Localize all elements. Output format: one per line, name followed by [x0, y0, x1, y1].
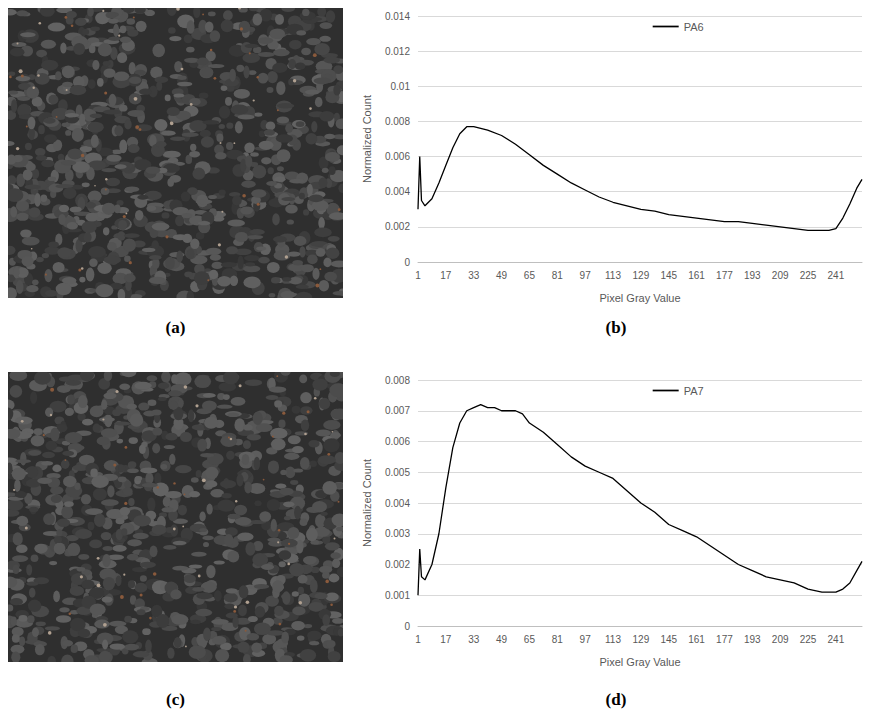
svg-text:81: 81 [552, 634, 564, 645]
html-text:(c): (c) [166, 690, 185, 709]
svg-text:161: 161 [688, 270, 705, 281]
svg-text:0.007: 0.007 [385, 405, 410, 416]
svg-text:0: 0 [404, 257, 410, 268]
svg-text:PA7: PA7 [684, 385, 704, 397]
svg-text:Normalized Count: Normalized Count [361, 459, 373, 547]
svg-text:0.006: 0.006 [385, 436, 410, 447]
svg-text:177: 177 [716, 634, 733, 645]
svg-text:1: 1 [415, 270, 421, 281]
svg-text:Normalized Count: Normalized Count [361, 95, 373, 183]
svg-text:65: 65 [524, 270, 536, 281]
svg-text:145: 145 [660, 634, 677, 645]
svg-text:0.008: 0.008 [385, 375, 410, 386]
svg-text:65: 65 [524, 634, 536, 645]
svg-text:49: 49 [496, 270, 508, 281]
svg-text:145: 145 [660, 270, 677, 281]
svg-text:0.002: 0.002 [385, 559, 410, 570]
svg-text:17: 17 [440, 270, 452, 281]
svg-text:97: 97 [580, 634, 592, 645]
svg-text:PA6: PA6 [684, 21, 704, 33]
svg-text:33: 33 [468, 634, 480, 645]
svg-text:209: 209 [772, 634, 789, 645]
svg-text:0.004: 0.004 [385, 186, 410, 197]
svg-text:0.014: 0.014 [385, 11, 410, 22]
svg-text:49: 49 [496, 634, 508, 645]
svg-text:177: 177 [716, 270, 733, 281]
svg-text:209: 209 [772, 270, 789, 281]
svg-text:0.012: 0.012 [385, 46, 410, 57]
svg-text:Pixel Gray Value: Pixel Gray Value [599, 656, 680, 668]
svg-text:81: 81 [552, 270, 564, 281]
svg-text:129: 129 [633, 270, 650, 281]
html-text:(a): (a) [165, 318, 186, 337]
svg-text:113: 113 [605, 270, 621, 281]
svg-text:161: 161 [688, 634, 705, 645]
svg-text:0.008: 0.008 [385, 116, 410, 127]
html-text:(b): (b) [605, 318, 627, 337]
svg-text:0.003: 0.003 [385, 528, 410, 539]
svg-text:225: 225 [800, 634, 817, 645]
svg-text:225: 225 [800, 270, 817, 281]
svg-text:0.01: 0.01 [391, 81, 411, 92]
svg-text:17: 17 [440, 634, 452, 645]
svg-text:1: 1 [415, 634, 421, 645]
svg-text:193: 193 [744, 634, 761, 645]
svg-text:97: 97 [580, 270, 592, 281]
svg-text:0.006: 0.006 [385, 151, 410, 162]
svg-text:33: 33 [468, 270, 480, 281]
svg-text:0.002: 0.002 [385, 221, 410, 232]
html-text:(d): (d) [605, 690, 627, 709]
svg-text:0.001: 0.001 [385, 590, 410, 601]
svg-text:113: 113 [605, 634, 621, 645]
svg-text:193: 193 [744, 270, 761, 281]
svg-text:241: 241 [828, 270, 845, 281]
svg-text:0.004: 0.004 [385, 498, 410, 509]
svg-text:129: 129 [633, 634, 650, 645]
svg-text:Pixel Gray Value: Pixel Gray Value [599, 292, 680, 304]
svg-text:0: 0 [404, 621, 410, 632]
svg-text:0.005: 0.005 [385, 467, 410, 478]
svg-text:241: 241 [828, 634, 845, 645]
